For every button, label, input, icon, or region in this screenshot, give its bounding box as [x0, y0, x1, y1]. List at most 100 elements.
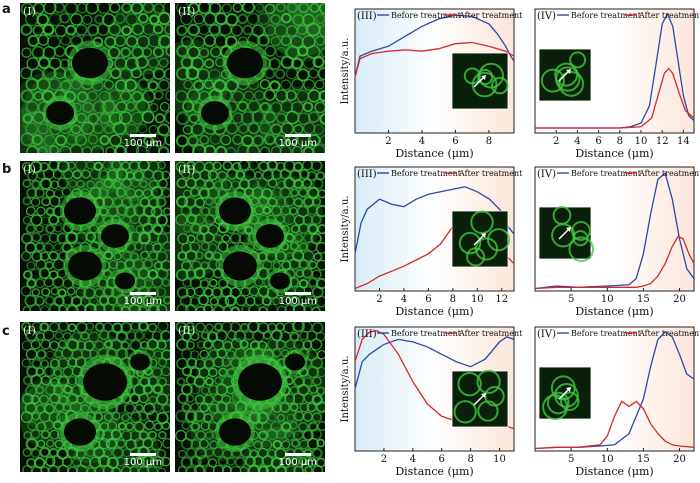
x-tick-label: 4: [574, 136, 580, 147]
tissue-texture: [20, 3, 170, 153]
arrow-head-icon: [481, 393, 486, 398]
panel-tag: (II): [178, 324, 196, 337]
micrograph-c-I: (I) 100 μm: [20, 322, 170, 472]
plot-frame: [354, 166, 515, 292]
legend-label: After treatment: [458, 169, 523, 178]
panel-tag: (III): [357, 169, 377, 180]
x-tick-label: 20: [673, 294, 686, 305]
plot-a-III: 2 4 6 8 Distance (μm) Intensity/a.u. (III) Befo…: [335, 3, 523, 163]
x-tick-label: 5: [568, 454, 574, 465]
plot-b-III: 2 4 6 8 10 12 Distance (μm) Intensity/a.u. (III)…: [335, 161, 523, 321]
x-tick-label: 6: [452, 136, 458, 147]
legend-label: Before treatment: [391, 329, 462, 338]
x-tick-label: 10: [493, 454, 506, 465]
legend-label: Before treatment: [391, 11, 462, 20]
scale-bar: 100 μm: [279, 292, 317, 307]
arrow-icon: [473, 76, 485, 88]
panel-tag: (IV): [537, 11, 556, 22]
x-tick-label: 6: [425, 294, 431, 305]
panel-tag: (III): [357, 11, 377, 22]
micrograph-c-II: (II) 100 μm: [175, 322, 325, 472]
series-after-treatment: [535, 67, 695, 129]
arrow-icon: [558, 388, 570, 400]
micrograph-b-I: (I) 100 μm: [20, 161, 170, 311]
x-axis-label: Distance (μm): [575, 305, 653, 318]
series-before-treatment: [354, 336, 515, 390]
x-tick-label: 8: [467, 454, 473, 465]
x-tick-label: 8: [486, 136, 492, 147]
scale-bar: 100 μm: [279, 453, 317, 468]
x-tick-label: 10: [635, 136, 648, 147]
panel-tag: (IV): [537, 329, 556, 340]
x-tick-label: 4: [410, 454, 416, 465]
micrograph-a-I: (I) 100 μm: [20, 3, 170, 153]
scale-bar-label: 100 μm: [123, 296, 162, 307]
x-tick-label: 12: [656, 136, 669, 147]
x-tick-label: 8: [617, 136, 623, 147]
x-axis-label: Distance (μm): [395, 305, 473, 318]
series-after-treatment: [534, 235, 695, 290]
x-tick-label: 8: [450, 294, 456, 305]
panel-tag: (IV): [537, 169, 556, 180]
panel-tag: (II): [178, 5, 196, 18]
x-tick-label: 5: [568, 294, 574, 305]
tissue-texture: [20, 161, 170, 311]
legend-label: After treatment: [638, 169, 700, 178]
x-tick-label: 15: [637, 454, 650, 465]
micrograph-b-II: (II) 100 μm: [175, 161, 325, 311]
scale-bar-label: 100 μm: [123, 457, 162, 468]
scale-bar: 100 μm: [124, 453, 162, 468]
plot-a-IV: 2 4 6 8 10 12 14 Distance (μm) (IV) Before treatm…: [515, 3, 700, 163]
legend-label: Before treatment: [571, 169, 642, 178]
series-after-treatment: [354, 41, 515, 78]
scale-bar: 100 μm: [124, 292, 162, 307]
panel-tag: (I): [23, 324, 36, 337]
arrow-head-icon: [481, 233, 486, 238]
arrow-icon: [558, 70, 570, 82]
x-tick-label: 10: [601, 294, 614, 305]
x-tick-label: 6: [439, 454, 445, 465]
plot-c-IV: 5 10 15 20 Distance (μm) (IV) Before treatment…: [515, 321, 700, 481]
arrow-icon: [473, 234, 485, 246]
x-axis-label: Distance (μm): [395, 147, 473, 160]
scale-bar-label: 100 μm: [123, 138, 162, 149]
tissue-texture: [175, 322, 325, 472]
x-tick-label: 2: [381, 454, 387, 465]
x-tick-label: 10: [471, 294, 484, 305]
plot-frame: [354, 8, 515, 134]
legend-label: After treatment: [458, 329, 523, 338]
x-tick-label: 2: [553, 136, 559, 147]
x-axis-label: Distance (μm): [575, 147, 653, 160]
x-tick-label: 20: [673, 454, 686, 465]
x-tick-label: 14: [677, 136, 690, 147]
legend-label: After treatment: [638, 11, 700, 20]
scale-bar-label: 100 μm: [278, 138, 317, 149]
scale-bar: 100 μm: [279, 134, 317, 149]
scale-bar: 100 μm: [124, 134, 162, 149]
x-tick-label: 2: [376, 294, 382, 305]
x-tick-label: 4: [419, 136, 425, 147]
row-label-a: a: [2, 2, 11, 17]
arrow-icon: [558, 228, 570, 240]
legend-label: Before treatment: [571, 329, 642, 338]
tissue-texture: [175, 161, 325, 311]
y-axis-label: Intensity/a.u.: [340, 356, 351, 423]
x-axis-label: Distance (μm): [395, 465, 473, 478]
inset-micrograph: [538, 48, 592, 102]
x-tick-label: 12: [495, 294, 508, 305]
inset-micrograph: [451, 52, 509, 110]
series-before-treatment: [354, 186, 515, 254]
x-tick-label: 2: [385, 136, 391, 147]
scale-bar-label: 100 μm: [278, 457, 317, 468]
inset-micrograph: [451, 369, 509, 428]
tissue-texture: [20, 322, 170, 472]
panel-tag: (III): [357, 329, 377, 340]
y-axis-label: Intensity/a.u.: [340, 38, 351, 105]
plot-frame: [534, 8, 695, 134]
y-axis-label: Intensity/a.u.: [340, 196, 351, 263]
arrow-head-icon: [566, 69, 571, 74]
plot-frame: [534, 166, 695, 292]
arrow-head-icon: [566, 227, 571, 232]
legend-label: After treatment: [638, 329, 700, 338]
scale-bar-label: 100 μm: [278, 296, 317, 307]
